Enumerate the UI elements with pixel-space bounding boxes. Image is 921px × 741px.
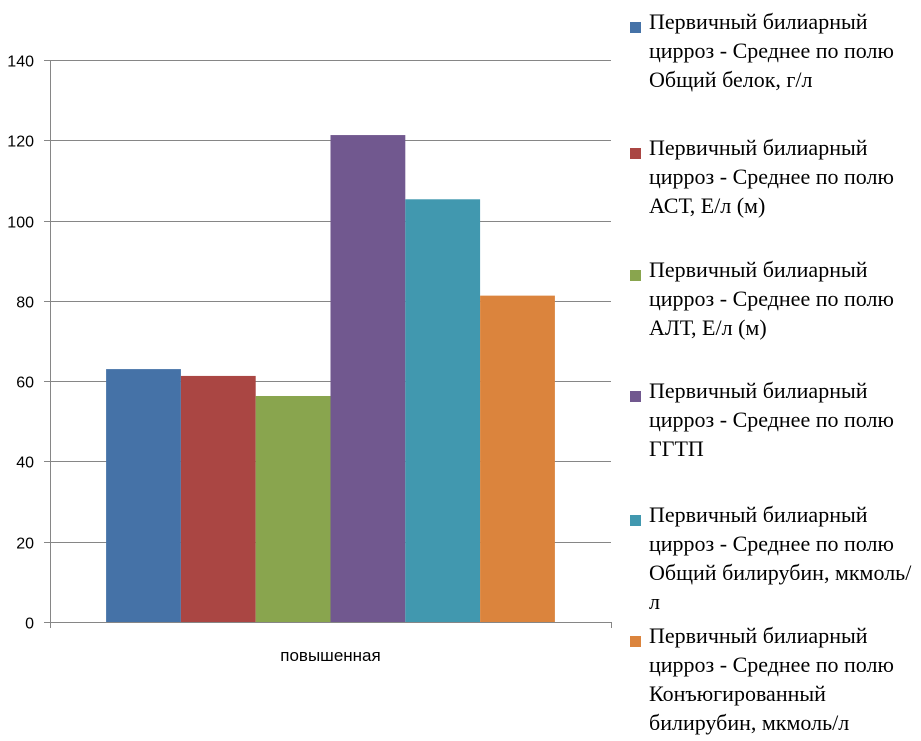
bars bbox=[106, 135, 555, 622]
legend-label: Первичный билиарный цирроз - Среднее по … bbox=[649, 623, 894, 735]
bar-chart: 0 20 40 60 80 100 120 140 повышенная bbox=[7, 54, 612, 665]
y-tick-label: 120 bbox=[7, 134, 34, 151]
legend-swatch bbox=[630, 22, 641, 33]
legend-swatch bbox=[630, 515, 641, 526]
y-tick-label: 140 bbox=[7, 54, 34, 71]
y-tick-label: 100 bbox=[7, 215, 34, 232]
bar-series-5 bbox=[405, 199, 481, 622]
legend-label: Первичный билиарный цирроз - Среднее по … bbox=[649, 257, 894, 340]
legend-label: Первичный билиарный цирроз - Среднее по … bbox=[649, 502, 912, 614]
legend-swatch bbox=[630, 391, 641, 402]
y-tick-label: 20 bbox=[16, 536, 34, 553]
y-tick-label: 40 bbox=[16, 455, 34, 472]
bar-series-6 bbox=[480, 295, 555, 622]
bar-series-1 bbox=[106, 369, 181, 622]
y-tick-label: 60 bbox=[16, 375, 34, 392]
legend-label: Первичный билиарный цирроз - Среднее по … bbox=[649, 378, 894, 461]
legend-label: Первичный билиарный цирроз - Среднее по … bbox=[649, 135, 894, 218]
y-axis-ticks: 0 20 40 60 80 100 120 140 bbox=[7, 54, 612, 633]
legend-label: Первичный билиарный цирроз - Среднее по … bbox=[649, 9, 894, 92]
bar-series-3 bbox=[255, 395, 331, 622]
legend-swatch bbox=[630, 148, 641, 159]
y-tick-label: 80 bbox=[16, 295, 34, 312]
x-category-label: повышенная bbox=[280, 646, 380, 665]
y-tick-label: 0 bbox=[25, 616, 34, 633]
bar-series-4 bbox=[330, 135, 406, 622]
legend-swatch bbox=[630, 270, 641, 281]
bar-series-2 bbox=[180, 375, 256, 622]
legend-swatch bbox=[630, 636, 641, 647]
